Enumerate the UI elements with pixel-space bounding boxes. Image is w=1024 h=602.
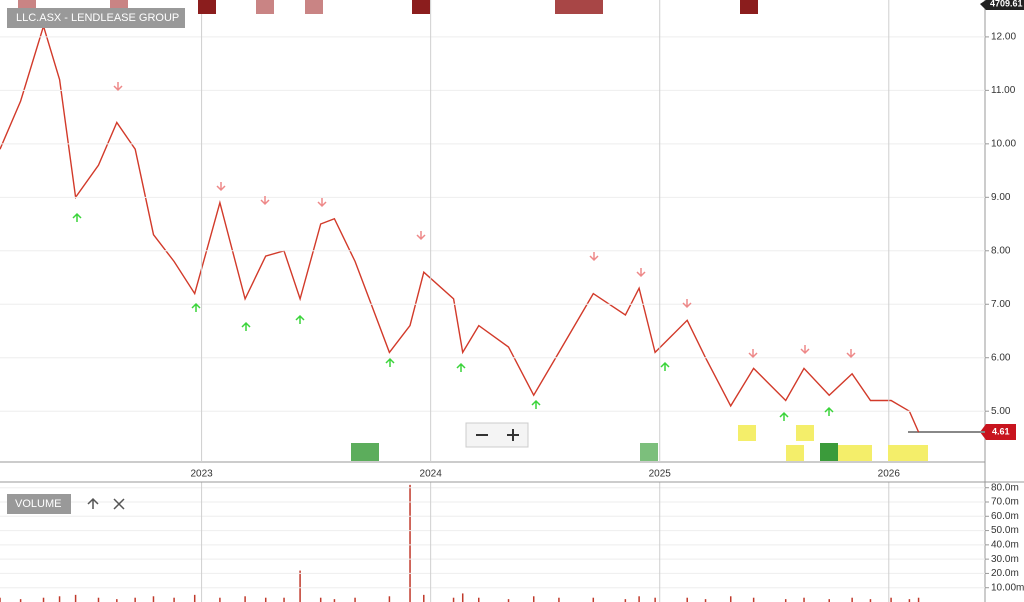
last-price-label: 4.61: [992, 426, 1010, 436]
volume-bar: [532, 596, 535, 602]
volume-bar: [388, 596, 391, 602]
volume-bar: [686, 597, 688, 602]
y-tick-label: 6.00: [991, 352, 1011, 363]
volume-bar: [173, 597, 175, 602]
y-tick-label: 60.0m: [991, 511, 1019, 522]
y-tick-label: 12.00: [991, 32, 1016, 43]
volume-bar: [704, 599, 707, 602]
index-value: 4709.61: [990, 0, 1023, 8]
volume-bar: [638, 596, 640, 602]
volume-bar: [461, 593, 464, 602]
chart-title: LLC.ASX - LENDLEASE GROUP: [16, 12, 179, 24]
volume-bar: [283, 597, 285, 602]
y-tick-label: 9.00: [991, 192, 1011, 203]
signal-arrows: [72, 82, 856, 421]
panel-title: VOLUME: [15, 498, 61, 510]
volume-bar: [507, 599, 510, 602]
x-tick-label: 2023: [190, 469, 213, 480]
volume-bar: [19, 599, 22, 602]
index-tag: [980, 0, 1024, 10]
x-tick-label: 2026: [878, 469, 901, 480]
volume-bar: [0, 597, 1, 602]
y-tick-label: 11.00: [991, 85, 1016, 96]
volume-bar: [354, 597, 356, 602]
y-tick-label: 70.0m: [991, 497, 1019, 508]
x-tick-label: 2025: [649, 469, 672, 480]
volume-bar: [58, 596, 61, 602]
volume-bar: [264, 597, 267, 602]
volume-bar: [558, 597, 560, 602]
y-tick-label: 50.0m: [991, 525, 1019, 536]
y-tick-label: 40.0m: [991, 539, 1019, 550]
x-tick-label: 2024: [420, 469, 443, 480]
volume-bar: [193, 594, 196, 602]
volume-bar: [42, 597, 45, 602]
volume-bar: [917, 597, 920, 602]
volume-bar: [654, 597, 656, 602]
volume-bar: [752, 597, 755, 602]
volume-bar: [890, 597, 892, 602]
volume-bar: [729, 596, 732, 602]
volume-bar: [97, 597, 100, 602]
volume-bar: [423, 594, 425, 602]
volume-bar: [869, 599, 872, 602]
event-markers: [18, 0, 928, 461]
volume-bar: [116, 599, 118, 602]
volume-bar: [409, 484, 411, 602]
volume-bar: [319, 597, 322, 602]
volume-bar: [784, 599, 787, 602]
y-tick-label: 10.00m: [991, 582, 1024, 593]
volume-bar: [333, 599, 336, 602]
y-tick-label: 5.00: [991, 406, 1011, 417]
title-box: [7, 494, 71, 514]
y-tick-label: 80.0m: [991, 482, 1019, 493]
volume-bar: [74, 594, 77, 602]
volume-bar: [244, 596, 246, 602]
volume-bar: [219, 597, 221, 602]
volume-bar: [803, 597, 805, 602]
volume-bar: [592, 597, 595, 602]
price-line: [0, 23, 920, 433]
volume-bar: [624, 599, 627, 602]
volume-bar: [908, 599, 911, 602]
y-tick-label: 30.0m: [991, 554, 1019, 565]
volume-bar: [478, 597, 480, 602]
zoom-controls[interactable]: [465, 422, 529, 448]
y-tick-label: 10.00: [991, 138, 1016, 149]
volume-bar: [134, 597, 136, 602]
panel-buttons[interactable]: [87, 497, 125, 510]
y-tick-label: 20.0m: [991, 568, 1019, 579]
volume-bar: [299, 570, 301, 602]
y-tick-label: 8.00: [991, 245, 1011, 256]
volume-bar: [452, 597, 455, 602]
title-box: [7, 8, 185, 28]
volume-bar: [851, 597, 853, 602]
volume-bar: [152, 596, 155, 602]
last-price-tag: [980, 424, 1016, 441]
y-tick-label: 7.00: [991, 299, 1011, 310]
volume-bar: [828, 599, 830, 602]
